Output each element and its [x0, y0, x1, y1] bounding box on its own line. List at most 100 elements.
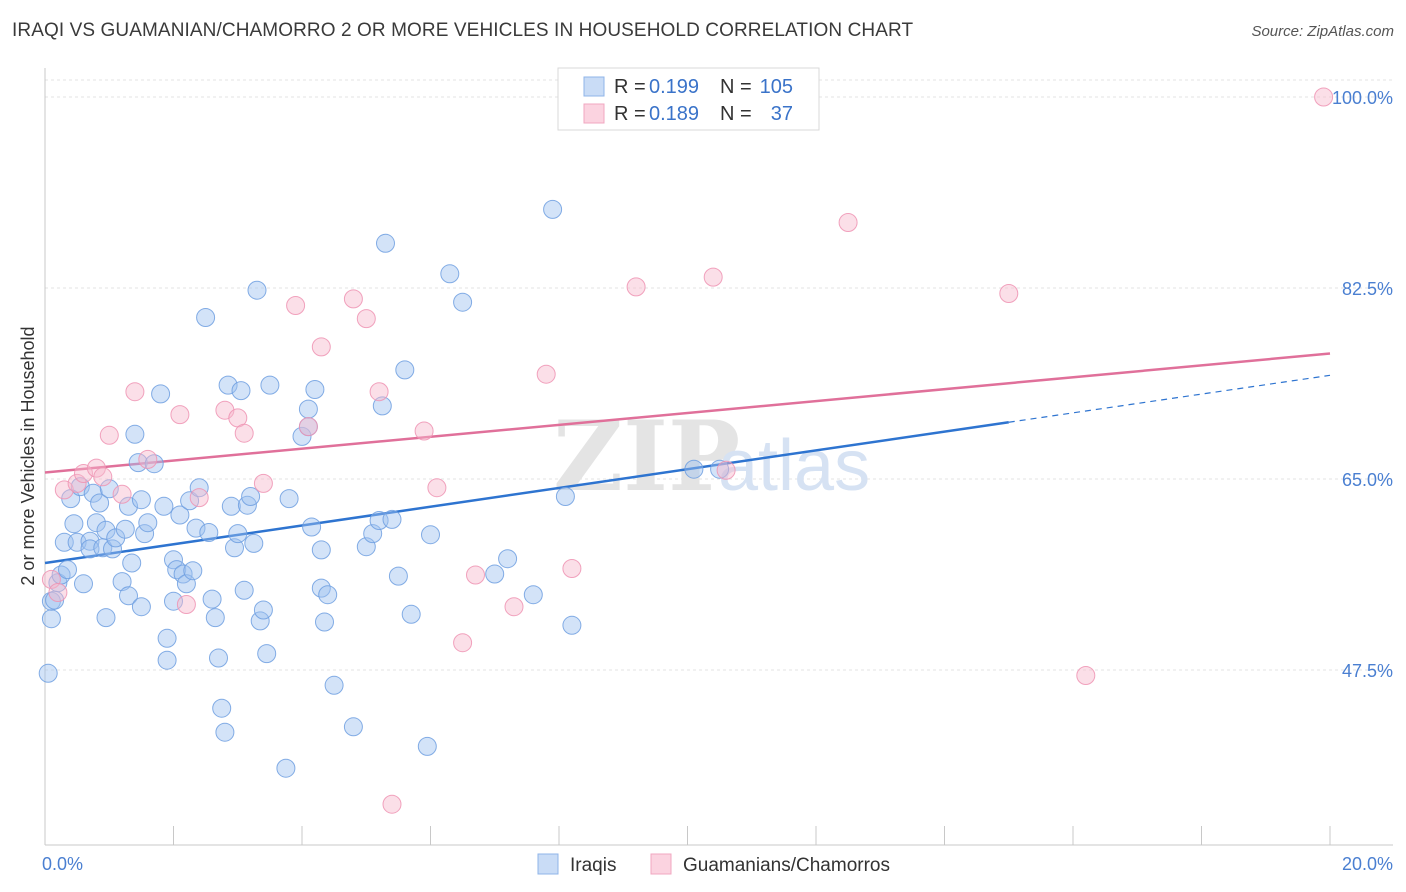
legend-r-label-2: R = [614, 103, 646, 125]
point-iraqis [453, 292, 473, 312]
y-tick-label: 82.5% [1342, 279, 1393, 299]
point-iraqis [99, 479, 119, 499]
point-iraqis [421, 525, 440, 545]
y-tick-label: 47.5% [1342, 661, 1393, 681]
point-iraqis [523, 585, 543, 605]
point-iraqis [90, 493, 110, 513]
point-iraqis [253, 600, 273, 620]
point-iraqis [247, 280, 267, 300]
trend-line-iraqis [44, 421, 1009, 565]
legend-n-label-1: N = [720, 76, 752, 98]
y-axis-title: 2 or more Vehicles in Household [18, 326, 38, 585]
point-iraqis [260, 375, 280, 395]
point-iraqis [119, 586, 138, 606]
point-iraqis [225, 538, 244, 558]
y-tick-label: 65.0% [1342, 470, 1393, 490]
point-iraqis [38, 663, 58, 683]
watermark-atlas: atlas [718, 426, 870, 506]
point-iraqis [96, 608, 116, 628]
point-iraqis [382, 509, 402, 529]
point-iraqis [112, 572, 132, 592]
point-guam [112, 484, 132, 504]
point-iraqis [41, 609, 61, 629]
series-legend: Iraqis Guamanians/Chamorros [537, 853, 890, 876]
watermark-zip: ZIP [553, 400, 740, 513]
point-iraqis [196, 308, 216, 327]
point-iraqis [250, 611, 270, 631]
point-iraqis [276, 758, 296, 778]
trend-line-guam [44, 352, 1331, 474]
point-iraqis [199, 523, 219, 542]
point-iraqis [324, 675, 344, 695]
point-iraqis [83, 483, 103, 503]
point-iraqis [170, 505, 190, 525]
point-iraqis [183, 561, 203, 581]
point-iraqis [86, 513, 106, 533]
point-iraqis [417, 736, 437, 756]
point-guam [999, 284, 1019, 303]
point-guam [138, 449, 158, 469]
point-guam [369, 382, 389, 402]
point-iraqis [189, 478, 209, 498]
y-tick-label: 100.0% [1332, 88, 1393, 108]
point-guam [414, 421, 434, 441]
chart-title: IRAQI VS GUAMANIAN/CHAMORRO 2 OR MORE VE… [12, 20, 914, 41]
point-iraqis [305, 380, 325, 399]
legend-swatch-guam [583, 103, 605, 124]
point-guam [427, 478, 447, 498]
point-iraqis [212, 698, 232, 718]
axes [44, 68, 1393, 846]
point-iraqis [302, 517, 322, 537]
point-guam [703, 267, 723, 287]
legend-r-value-2: 0.189 [649, 103, 699, 125]
point-guam [99, 425, 119, 445]
point-guam [838, 213, 858, 232]
point-iraqis [135, 524, 155, 544]
x-tick-labels: 0.0% 20.0% [42, 854, 1393, 874]
trend-lines [44, 352, 1331, 565]
point-iraqis [151, 384, 171, 404]
point-iraqis [543, 199, 563, 219]
point-guam [125, 382, 145, 402]
point-guam [453, 633, 473, 653]
point-iraqis [684, 459, 704, 479]
point-iraqis [343, 717, 363, 737]
point-iraqis [388, 566, 408, 586]
point-iraqis [205, 608, 225, 628]
point-guam [189, 488, 209, 508]
point-iraqis [244, 533, 264, 553]
point-guam [93, 467, 113, 487]
point-iraqis [241, 487, 261, 506]
point-iraqis [318, 585, 338, 605]
point-guam [343, 289, 363, 309]
point-iraqis [74, 574, 93, 594]
point-iraqis [215, 722, 235, 742]
point-iraqis [221, 496, 241, 516]
point-iraqis [154, 496, 174, 516]
point-guam [1314, 87, 1334, 107]
trend-line-iraqis-extension [1008, 374, 1331, 423]
point-guam [382, 794, 402, 814]
point-iraqis [401, 604, 421, 624]
point-iraqis [157, 650, 177, 670]
point-iraqis [115, 519, 135, 539]
point-guam [176, 595, 196, 614]
point-iraqis [440, 264, 460, 284]
point-iraqis [234, 580, 254, 600]
point-guam [356, 309, 376, 329]
point-iraqis [209, 648, 228, 668]
series-legend-label-iraqis: Iraqis [570, 855, 616, 876]
point-guam [1076, 666, 1096, 685]
point-iraqis [103, 539, 122, 559]
legend-n-value-1: 105 [760, 76, 793, 98]
point-guam [298, 417, 318, 437]
point-iraqis [298, 399, 318, 419]
legend-r-label-1: R = [614, 76, 646, 98]
point-iraqis [498, 549, 518, 569]
point-iraqis [376, 233, 395, 253]
point-iraqis [372, 396, 392, 416]
legend-n-value-2: 37 [771, 103, 793, 125]
x-tick-label: 0.0% [42, 854, 83, 874]
point-iraqis [292, 426, 312, 446]
point-iraqis [279, 489, 299, 509]
